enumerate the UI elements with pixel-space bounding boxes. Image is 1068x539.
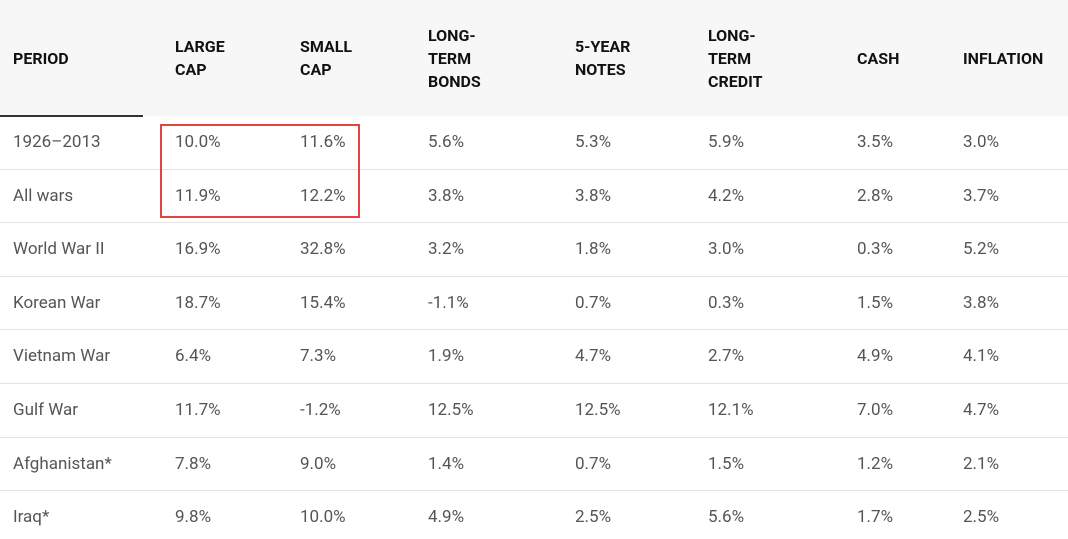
value-cell: 2.1% bbox=[963, 453, 1000, 474]
value-cell: 2.8% bbox=[857, 185, 894, 206]
value-cell: -1.2% bbox=[300, 400, 341, 420]
value-cell: 2.7% bbox=[708, 346, 745, 367]
value-cell: 11.9% bbox=[175, 185, 221, 206]
value-cell: 0.7% bbox=[575, 453, 612, 474]
column-header-text: LARGE CAP bbox=[175, 37, 225, 79]
value-cell: 5.6% bbox=[428, 132, 465, 152]
column-header-text: PERIOD bbox=[13, 48, 69, 68]
highlight-box bbox=[160, 124, 360, 218]
value-cell: 2.5% bbox=[963, 507, 1000, 528]
period-cell: Iraq* bbox=[13, 507, 50, 528]
value-cell: -1.1% bbox=[428, 292, 469, 313]
value-cell: 4.9% bbox=[857, 346, 894, 367]
column-header: PERIOD bbox=[13, 0, 69, 116]
column-header: LARGE CAP bbox=[175, 0, 237, 116]
value-cell: 3.8% bbox=[963, 292, 1000, 313]
value-cell: 32.8% bbox=[300, 239, 346, 260]
column-header: SMALL CAP bbox=[300, 0, 362, 116]
column-header-text: LONG-TERM CREDIT bbox=[708, 25, 763, 91]
value-cell: 12.5% bbox=[428, 400, 474, 420]
value-cell: 1.2% bbox=[857, 453, 894, 474]
period-cell: Vietnam War bbox=[13, 346, 111, 367]
value-cell: 3.2% bbox=[428, 239, 465, 260]
table-row: Korean War 18.7% 15.4% -1.1% 0.7% 0.3% 1.5% 3.8… bbox=[0, 277, 1068, 331]
value-cell: 9.0% bbox=[300, 453, 337, 474]
value-cell: 0.3% bbox=[857, 239, 894, 260]
header-underline bbox=[0, 115, 143, 117]
value-cell: 4.2% bbox=[708, 185, 745, 206]
table-row: Iraq* 9.8% 10.0% 4.9% 2.5% 5.6% 1.7% 2.5% bbox=[0, 491, 1068, 539]
column-header-text: SMALL CAP bbox=[300, 37, 353, 79]
value-cell: 1.9% bbox=[428, 346, 465, 367]
value-cell: 1.5% bbox=[857, 292, 894, 313]
value-cell: 7.0% bbox=[857, 400, 894, 420]
period-cell: Korean War bbox=[13, 292, 101, 313]
table-row: Afghanistan* 7.8% 9.0% 1.4% 0.7% 1.5% 1.2% 2.1% bbox=[0, 438, 1068, 492]
period-cell: All wars bbox=[13, 185, 74, 206]
value-cell: 4.7% bbox=[575, 346, 612, 367]
value-cell: 15.4% bbox=[300, 292, 346, 313]
value-cell: 16.9% bbox=[175, 239, 221, 260]
column-header-text: INFLATION bbox=[963, 48, 1044, 68]
value-cell: 12.1% bbox=[708, 400, 754, 420]
table-row: World War II 16.9% 32.8% 3.2% 1.8% 3.0% 0.3% 5.… bbox=[0, 223, 1068, 277]
table-row: Gulf War 11.7% -1.2% 12.5% 12.5% 12.1% 7.0% 4.7… bbox=[0, 384, 1068, 438]
table-row: Vietnam War 6.4% 7.3% 1.9% 4.7% 2.7% 4.9% 4.1% bbox=[0, 330, 1068, 384]
value-cell: 3.5% bbox=[857, 132, 894, 152]
column-header: LONG-TERM BONDS bbox=[428, 0, 490, 116]
value-cell: 0.3% bbox=[708, 292, 745, 313]
value-cell: 4.7% bbox=[963, 400, 1000, 420]
column-header: CASH bbox=[857, 0, 899, 116]
value-cell: 5.6% bbox=[708, 507, 745, 528]
value-cell: 11.6% bbox=[300, 132, 346, 152]
value-cell: 9.8% bbox=[175, 507, 212, 528]
value-cell: 5.3% bbox=[575, 132, 612, 152]
value-cell: 7.3% bbox=[300, 346, 337, 367]
period-cell: Gulf War bbox=[13, 400, 79, 420]
value-cell: 3.7% bbox=[963, 185, 1000, 206]
column-header: 5-YEAR NOTES bbox=[575, 0, 637, 116]
value-cell: 3.0% bbox=[963, 132, 1000, 152]
value-cell: 0.7% bbox=[575, 292, 612, 313]
column-header: INFLATION bbox=[963, 0, 1043, 116]
value-cell: 1.5% bbox=[708, 453, 745, 474]
column-header-text: LONG-TERM BONDS bbox=[428, 25, 481, 91]
value-cell: 5.9% bbox=[708, 132, 745, 152]
table-row: 1926–2013 10.0% 11.6% 5.6% 5.3% 5.9% 3.5% 3.0% bbox=[0, 116, 1068, 170]
value-cell: 5.2% bbox=[963, 239, 1000, 260]
period-cell: 1926–2013 bbox=[13, 132, 101, 152]
value-cell: 2.5% bbox=[575, 507, 612, 528]
value-cell: 10.0% bbox=[175, 132, 221, 152]
value-cell: 4.1% bbox=[963, 346, 1000, 367]
value-cell: 7.8% bbox=[175, 453, 212, 474]
period-cell: Afghanistan* bbox=[13, 453, 112, 474]
value-cell: 1.8% bbox=[575, 239, 612, 260]
column-header: LONG-TERM CREDIT bbox=[708, 0, 770, 116]
value-cell: 4.9% bbox=[428, 507, 465, 528]
value-cell: 6.4% bbox=[175, 346, 212, 367]
value-cell: 10.0% bbox=[300, 507, 346, 528]
value-cell: 3.8% bbox=[428, 185, 465, 206]
column-header-text: 5-YEAR NOTES bbox=[575, 37, 631, 79]
value-cell: 1.4% bbox=[428, 453, 465, 474]
table-row: All wars 11.9% 12.2% 3.8% 3.8% 4.2% 2.8% 3.7% bbox=[0, 170, 1068, 224]
header-row: PERIOD LARGE CAP SMALL CAP LONG-TERM BONDS 5… bbox=[0, 0, 1068, 116]
value-cell: 3.8% bbox=[575, 185, 612, 206]
column-header-text: CASH bbox=[857, 48, 900, 68]
value-cell: 18.7% bbox=[175, 292, 221, 313]
value-cell: 12.2% bbox=[300, 185, 346, 206]
value-cell: 11.7% bbox=[175, 400, 221, 420]
value-cell: 12.5% bbox=[575, 400, 621, 420]
value-cell: 1.7% bbox=[857, 507, 894, 528]
value-cell: 3.0% bbox=[708, 239, 745, 260]
period-cell: World War II bbox=[13, 239, 105, 260]
